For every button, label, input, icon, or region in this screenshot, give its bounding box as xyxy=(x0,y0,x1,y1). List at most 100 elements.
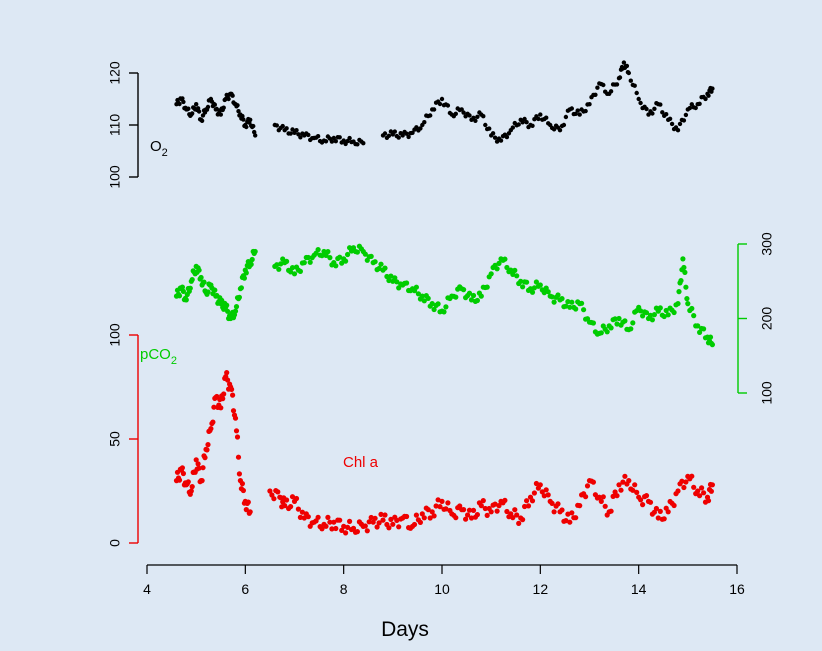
pco2-y-tick-label: 100 xyxy=(759,381,775,405)
o2-point xyxy=(341,138,346,143)
chl-point xyxy=(413,512,419,518)
o2-point xyxy=(396,135,401,140)
o2-point xyxy=(196,109,202,114)
x-tick-label: 12 xyxy=(533,581,549,597)
chl-point xyxy=(691,484,697,490)
chl-point xyxy=(445,500,451,506)
o2-point xyxy=(621,60,627,65)
o2-point xyxy=(453,111,458,117)
chl-point xyxy=(504,508,510,515)
pco2-point xyxy=(288,269,294,275)
chl-point xyxy=(366,519,372,525)
o2-point xyxy=(687,105,692,111)
pco2-point xyxy=(404,280,410,286)
pco2-point xyxy=(709,342,716,348)
o2-point xyxy=(658,102,663,107)
o2-point xyxy=(331,135,336,141)
pco2-point xyxy=(289,265,296,271)
pco2-point xyxy=(325,249,331,255)
o2-point xyxy=(563,114,569,120)
chl-point xyxy=(378,511,384,517)
o2-point xyxy=(180,96,185,101)
chl-point xyxy=(267,488,273,494)
pco2-point xyxy=(612,316,618,322)
o2-point xyxy=(601,82,606,88)
chl-point xyxy=(622,473,628,479)
o2-point xyxy=(347,135,352,141)
chl-point xyxy=(435,497,441,503)
o2-point xyxy=(284,126,289,131)
chl-point xyxy=(583,494,589,500)
pco2-point xyxy=(707,334,714,340)
o2-point xyxy=(221,105,226,110)
chl-point xyxy=(411,521,418,528)
chl-point xyxy=(417,519,423,526)
chl-point xyxy=(626,478,632,484)
pco2-point xyxy=(276,266,282,272)
o2-point xyxy=(697,101,702,107)
chl-point xyxy=(502,497,508,503)
pco2-point xyxy=(685,301,691,307)
chl-point xyxy=(488,509,494,515)
chl-point xyxy=(299,509,305,515)
pco2-point xyxy=(604,329,610,335)
pco2-point xyxy=(563,303,569,309)
pco2-point xyxy=(205,289,211,295)
chl-point xyxy=(675,488,681,494)
pco2-point xyxy=(651,312,658,318)
o2-point xyxy=(677,121,683,127)
pco2-point xyxy=(569,299,575,305)
o2-point xyxy=(437,101,443,107)
chl-point xyxy=(596,494,602,500)
pco2-point xyxy=(252,248,258,255)
o2-point xyxy=(274,123,279,128)
o2-point xyxy=(587,102,592,107)
chl-point xyxy=(657,508,663,514)
o2-point xyxy=(557,128,563,133)
pco2-point xyxy=(671,309,677,316)
pco2-point xyxy=(224,302,230,308)
pco2-point xyxy=(461,287,467,293)
chl-y-tick-label: 100 xyxy=(107,323,123,347)
o2-point xyxy=(544,115,549,120)
chl-point xyxy=(433,503,439,509)
chl-point xyxy=(551,509,557,515)
chl-point xyxy=(394,517,400,524)
chl-point xyxy=(522,503,528,510)
o2-point xyxy=(186,106,191,111)
chl-point xyxy=(305,514,311,520)
o2-point xyxy=(382,131,388,136)
pco2-point xyxy=(616,315,622,322)
pco2-point xyxy=(691,313,697,319)
chl-point xyxy=(333,525,339,532)
o2-y-tick-label: 110 xyxy=(107,114,123,137)
o2-point xyxy=(628,78,633,83)
o2-point xyxy=(406,134,411,140)
pco2-point xyxy=(565,299,571,305)
pco2-point xyxy=(701,326,707,332)
chl-point xyxy=(350,525,357,532)
chl-point xyxy=(301,515,307,521)
o2-point xyxy=(473,118,478,124)
o2-point xyxy=(575,108,580,113)
o2-point xyxy=(205,104,211,110)
pco2-point xyxy=(608,325,614,331)
chl-point xyxy=(555,501,561,507)
chl-point xyxy=(275,489,281,495)
o2-point xyxy=(516,122,521,127)
chl-point xyxy=(567,519,573,525)
chl-point xyxy=(545,492,551,498)
pco2-point xyxy=(466,290,473,296)
pco2-point xyxy=(559,296,565,302)
o2-point xyxy=(290,127,295,132)
chl-point xyxy=(211,404,217,410)
chl-point xyxy=(271,496,277,502)
chl-point xyxy=(376,520,382,526)
pco2-point xyxy=(429,301,435,307)
pco2-point xyxy=(649,317,656,323)
chl-point xyxy=(697,493,703,499)
o2-point xyxy=(190,111,195,116)
o2-point xyxy=(181,99,186,105)
pco2-point xyxy=(555,292,561,298)
chl-axis: 0 50 100 xyxy=(107,323,139,547)
